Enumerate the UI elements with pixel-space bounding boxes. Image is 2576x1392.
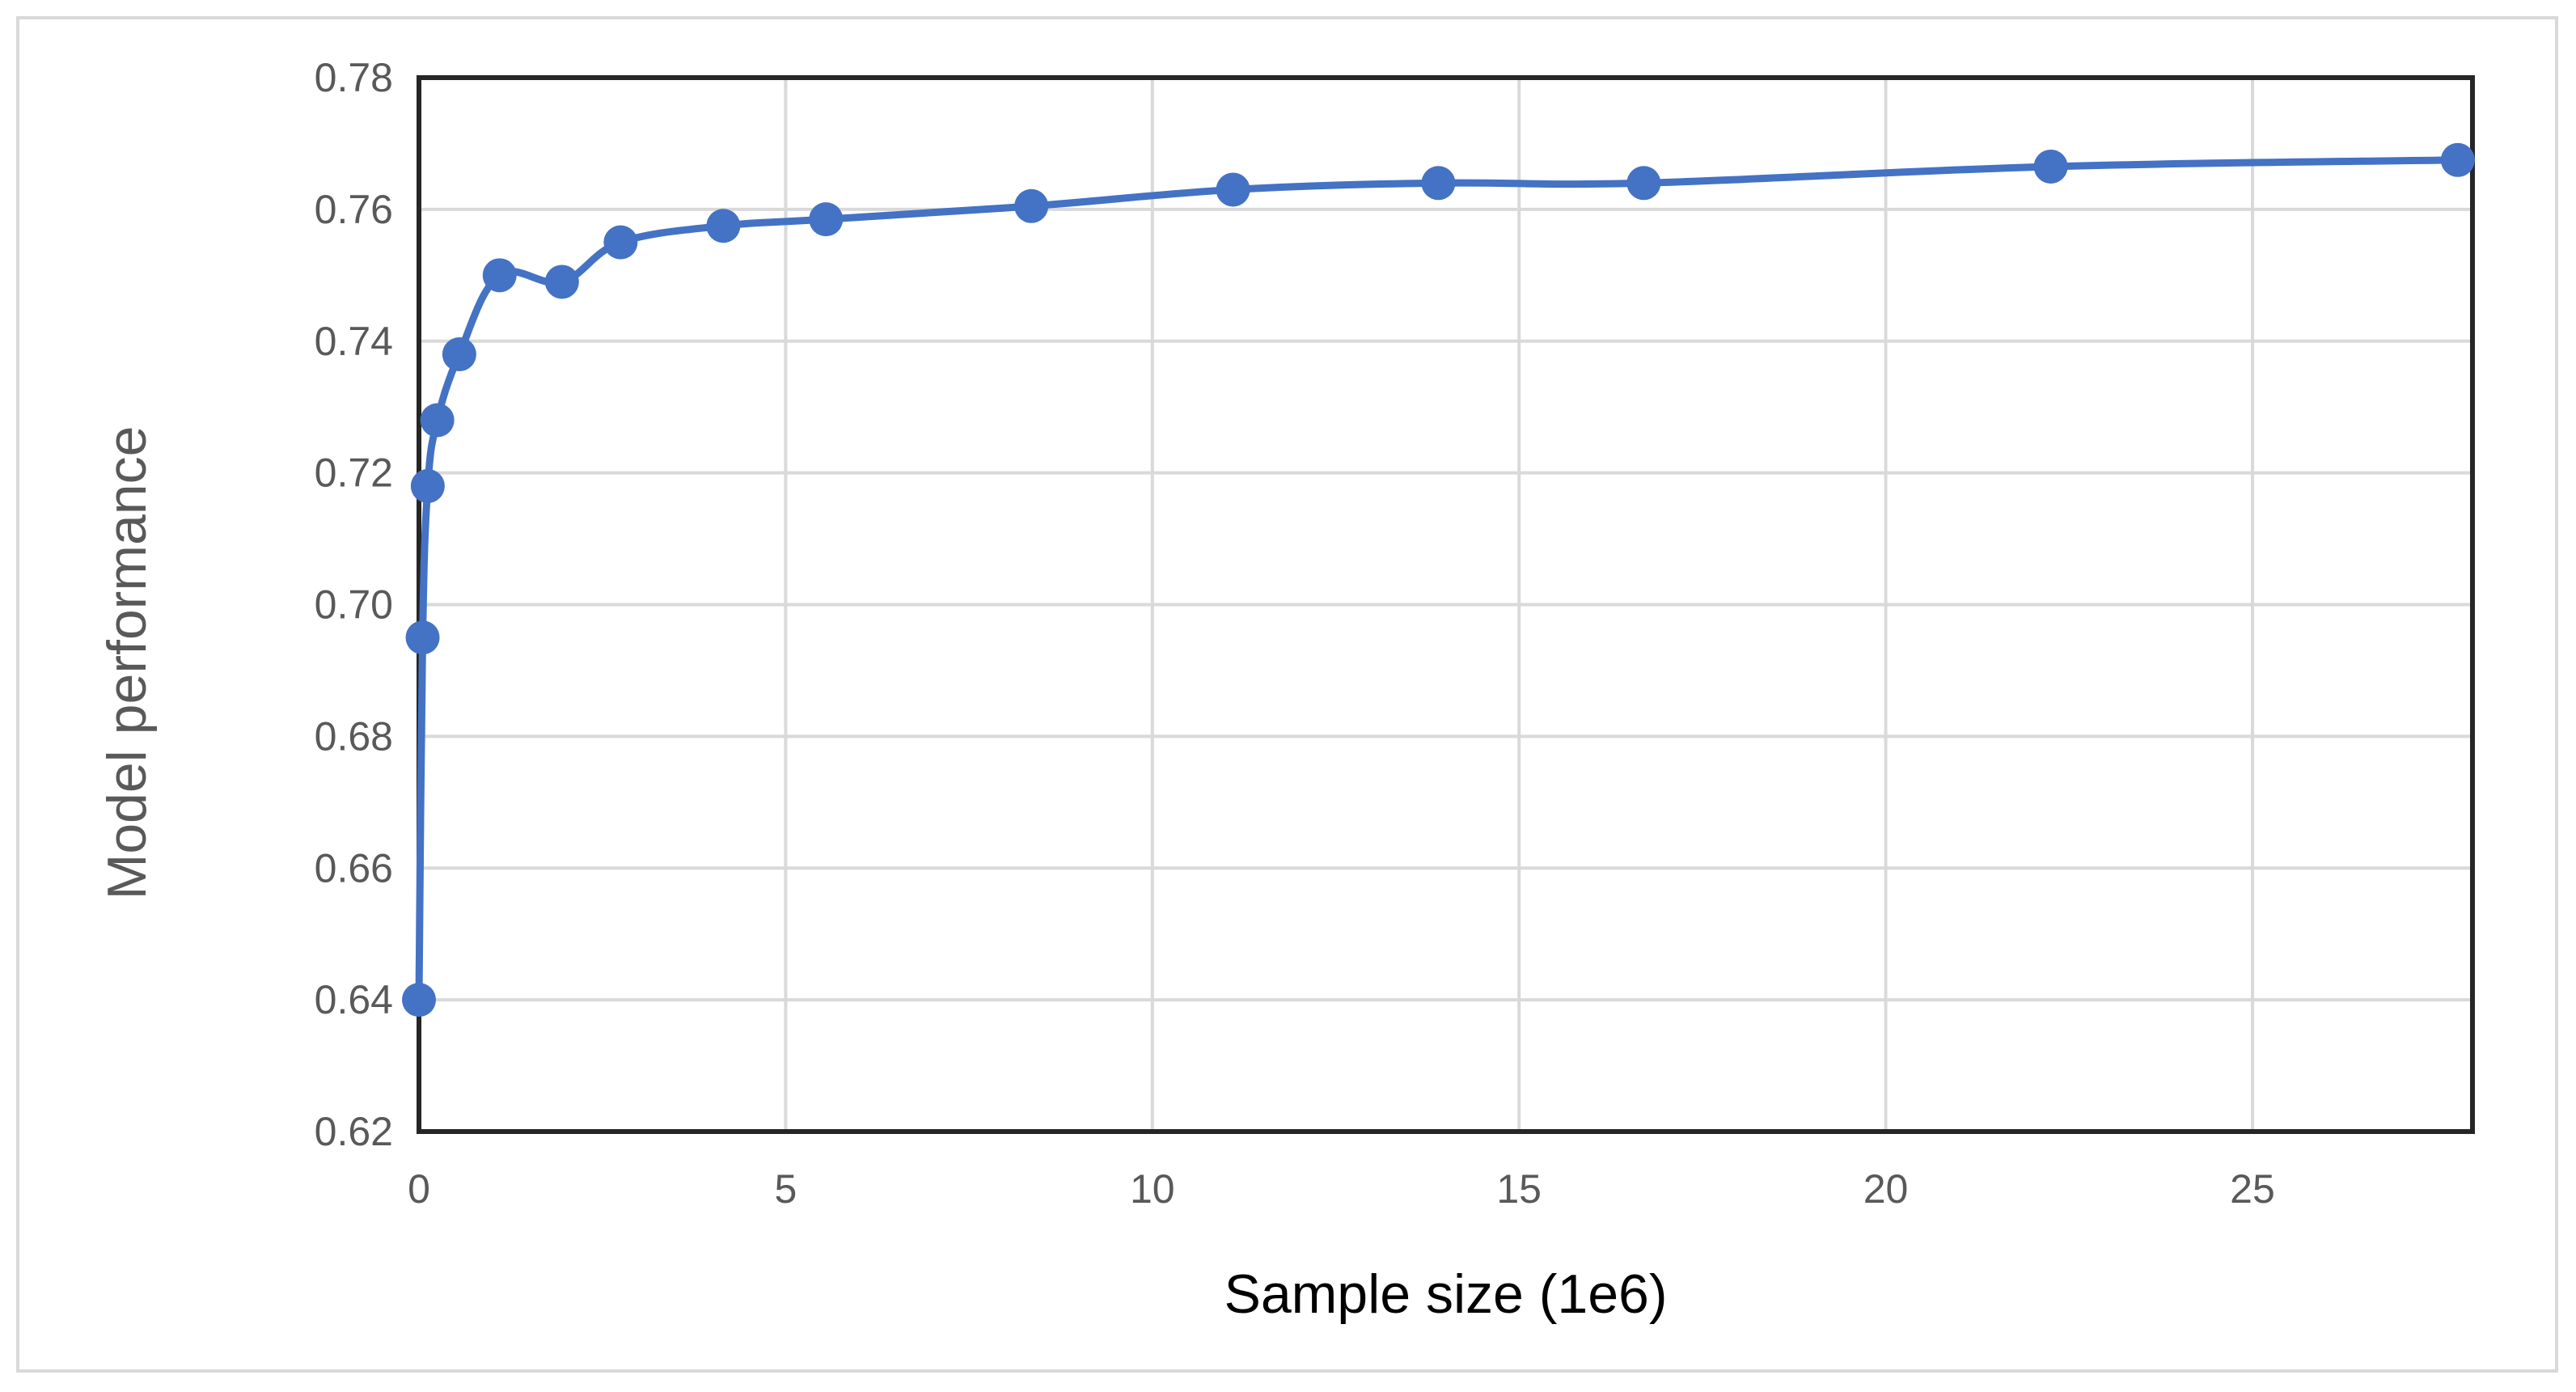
data-point bbox=[603, 225, 638, 260]
y-axis-title: Model performance bbox=[96, 426, 158, 900]
y-tick-label: 0.76 bbox=[315, 187, 393, 232]
data-point bbox=[1421, 166, 1456, 201]
data-point bbox=[544, 264, 579, 299]
y-tick-label: 0.78 bbox=[315, 55, 393, 100]
series-line-layer bbox=[415, 156, 2462, 1004]
x-tick-label: 0 bbox=[408, 1166, 430, 1212]
y-tick-label: 0.66 bbox=[315, 845, 393, 891]
data-point bbox=[482, 258, 517, 293]
data-point bbox=[1626, 166, 1661, 201]
y-tick-label: 0.72 bbox=[315, 451, 393, 496]
series-line bbox=[415, 156, 2462, 1004]
data-point bbox=[1216, 172, 1250, 207]
data-points bbox=[402, 142, 2475, 1018]
x-tick-label: 25 bbox=[2230, 1166, 2275, 1212]
data-point bbox=[402, 983, 436, 1018]
y-axis-tick-labels: 0.62 0.64 0.66 0.68 0.70 0.72 0.74 0.76 0.78 bbox=[315, 55, 393, 1154]
data-point bbox=[405, 620, 440, 655]
y-tick-label: 0.74 bbox=[315, 319, 393, 364]
y-tick-label: 0.64 bbox=[315, 977, 393, 1022]
data-point bbox=[809, 202, 844, 237]
y-tick-label: 0.62 bbox=[315, 1109, 393, 1154]
x-tick-label: 5 bbox=[774, 1166, 797, 1212]
plot-area-border bbox=[417, 75, 2475, 1134]
chart-frame bbox=[16, 16, 2558, 1373]
x-tick-label: 20 bbox=[1863, 1166, 1909, 1212]
data-point bbox=[1014, 188, 1049, 223]
data-point bbox=[420, 403, 455, 438]
data-point bbox=[410, 468, 445, 503]
data-point bbox=[2440, 142, 2475, 177]
x-axis-title: Sample size (1e6) bbox=[1224, 1263, 1667, 1325]
x-axis-tick-labels: 0 5 10 15 20 25 bbox=[408, 1166, 2275, 1212]
x-tick-label: 10 bbox=[1130, 1166, 1175, 1212]
x-tick-label: 15 bbox=[1496, 1166, 1542, 1212]
y-tick-label: 0.70 bbox=[315, 582, 393, 628]
y-tick-label: 0.68 bbox=[315, 713, 393, 759]
data-point bbox=[442, 337, 476, 372]
data-point bbox=[2033, 149, 2068, 184]
data-point bbox=[706, 209, 741, 243]
